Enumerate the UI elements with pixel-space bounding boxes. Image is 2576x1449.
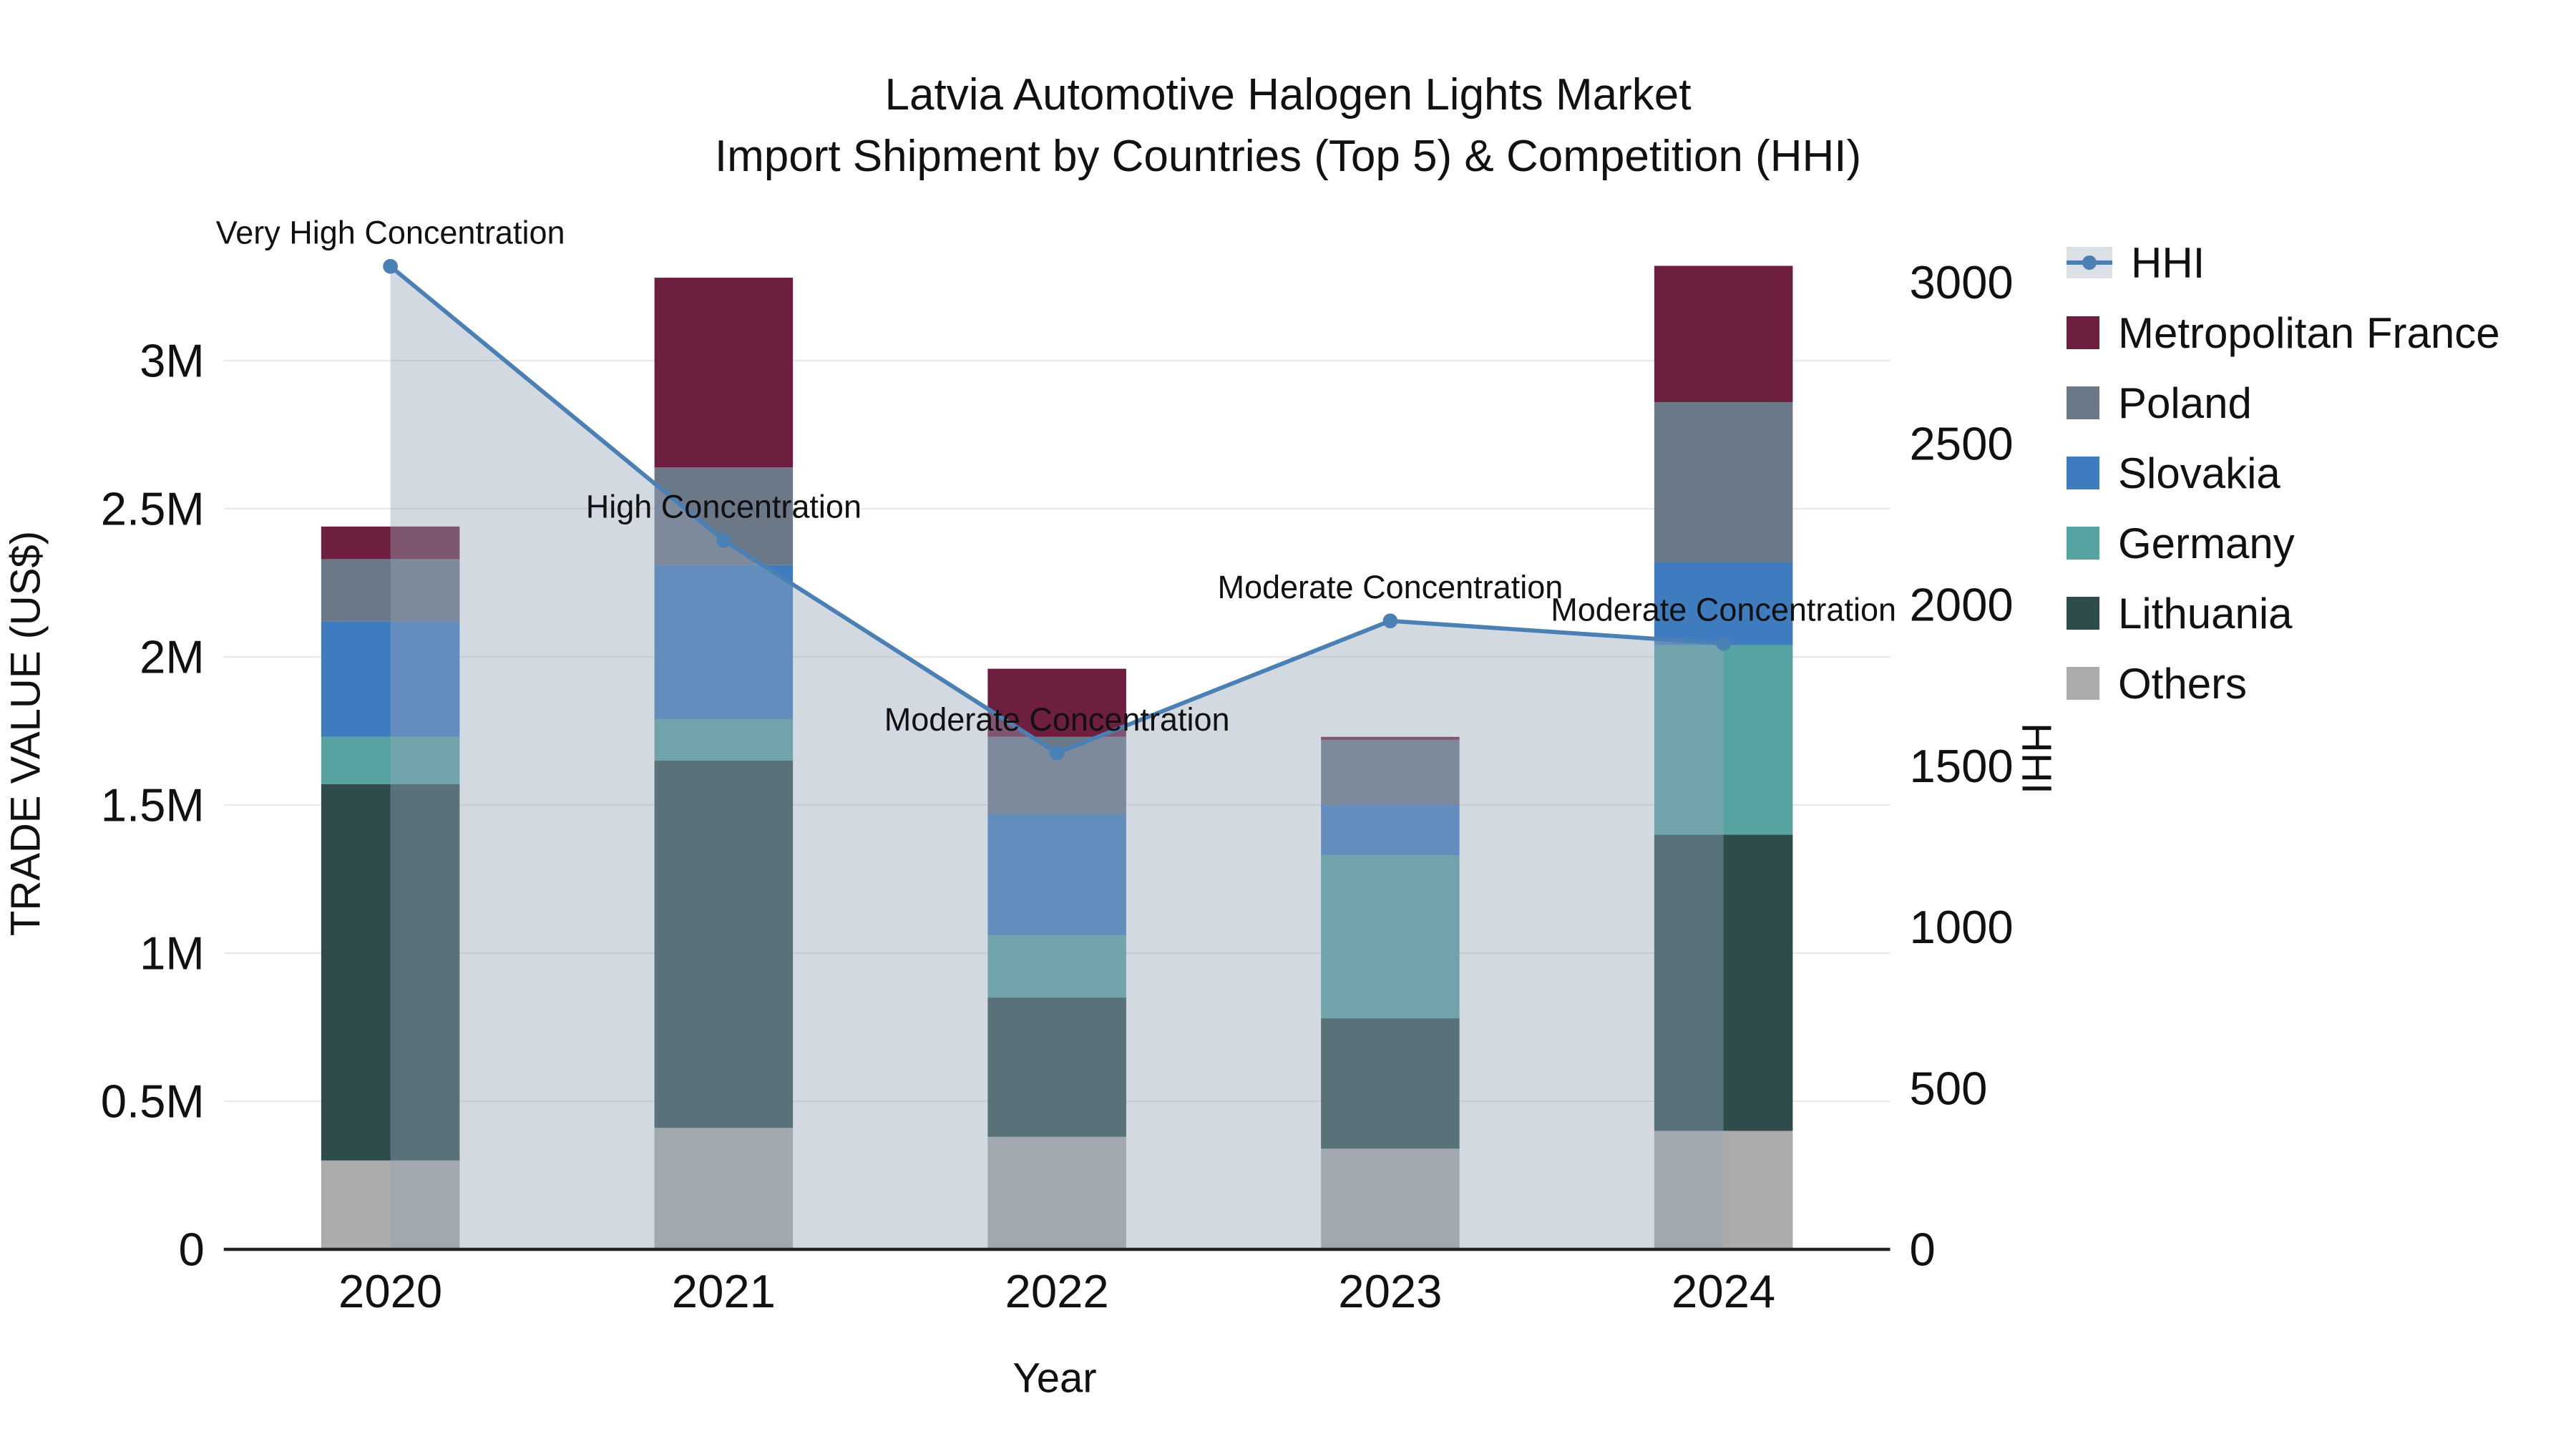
annotation: Moderate Concentration — [1217, 569, 1563, 605]
legend-item-poland[interactable]: Poland — [2067, 379, 2500, 427]
year-label: 2023 — [1338, 1265, 1442, 1317]
legend-item-germany[interactable]: Germany — [2067, 519, 2500, 567]
legend-item-lithuania[interactable]: Lithuania — [2067, 589, 2500, 638]
right-tick-label: 3000 — [1910, 256, 2014, 308]
color-swatch-icon — [2067, 386, 2099, 419]
left-tick-label: 0.5M — [101, 1075, 205, 1128]
legend-label: Germany — [2118, 519, 2295, 567]
bar-segment-slovakia — [321, 621, 460, 737]
annotation: High Concentration — [586, 489, 862, 525]
legend-label: Lithuania — [2118, 589, 2293, 638]
right-tick-label: 1000 — [1910, 901, 2014, 953]
bar-segment-germany — [987, 935, 1126, 998]
legend-label: Poland — [2118, 379, 2252, 427]
right-tick-label: 2500 — [1910, 417, 2014, 469]
chart-title-line1: Latvia Automotive Halogen Lights Market — [884, 70, 1692, 119]
hhi-marker — [1382, 613, 1398, 629]
bar-segment-others — [1654, 1131, 1793, 1249]
right-tick-label: 2000 — [1910, 579, 2014, 631]
left-tick-label: 1.5M — [101, 779, 205, 831]
bar-segment-poland — [654, 467, 794, 565]
bar-segment-others — [987, 1136, 1126, 1249]
color-swatch-icon — [2067, 316, 2099, 349]
bar-segment-germany — [1321, 855, 1460, 1019]
bar-segment-metropolitan-france — [321, 526, 460, 560]
year-label: 2021 — [672, 1265, 776, 1317]
legend-item-hhi[interactable]: HHI — [2067, 238, 2500, 287]
hhi-marker — [1049, 746, 1065, 761]
bar-segment-metropolitan-france — [654, 278, 794, 468]
left-tick-label: 1M — [140, 927, 205, 980]
bar-segment-others — [321, 1160, 460, 1249]
left-tick-label: 2M — [140, 631, 205, 683]
bar-segment-lithuania — [1321, 1018, 1460, 1149]
x-axis-title: Year — [1013, 1355, 1097, 1402]
bar-segment-metropolitan-france — [1654, 265, 1793, 402]
bar-segment-metropolitan-france — [1321, 736, 1460, 740]
bar-segment-lithuania — [321, 784, 460, 1161]
hhi-marker — [716, 532, 731, 548]
chart-title: Latvia Automotive Halogen Lights Market … — [0, 64, 2576, 187]
left-tick-label: 0 — [178, 1224, 204, 1276]
legend-label: Slovakia — [2118, 449, 2280, 497]
bar-segment-lithuania — [654, 760, 794, 1128]
legend: HHI Metropolitan France Poland Slovakia Germ… — [2067, 238, 2500, 708]
bar-segment-slovakia — [1654, 562, 1793, 645]
hhi-marker — [383, 258, 398, 274]
legend-item-others[interactable]: Others — [2067, 659, 2500, 708]
color-swatch-icon — [2067, 667, 2099, 700]
year-label: 2024 — [1672, 1265, 1775, 1317]
bar-segment-germany — [321, 736, 460, 785]
hhi-line-swatch-icon — [2067, 247, 2112, 278]
bar-segment-lithuania — [987, 997, 1126, 1137]
annotation: Moderate Concentration — [884, 701, 1230, 738]
left-tick-label: 3M — [140, 335, 205, 387]
left-tick-label: 2.5M — [101, 483, 205, 535]
chart-title-line2: Import Shipment by Countries (Top 5) & C… — [714, 131, 1862, 181]
bar-segment-lithuania — [1654, 834, 1793, 1131]
legend-label: HHI — [2131, 238, 2205, 287]
legend-item-slovakia[interactable]: Slovakia — [2067, 449, 2500, 497]
bar-segment-slovakia — [987, 814, 1126, 936]
color-swatch-icon — [2067, 597, 2099, 630]
left-axis-title: TRADE VALUE (US$) — [2, 530, 49, 937]
annotation: Moderate Concentration — [1551, 592, 1896, 628]
right-tick-label: 1500 — [1910, 740, 2014, 792]
right-tick-label: 500 — [1910, 1062, 1988, 1114]
color-swatch-icon — [2067, 527, 2099, 560]
bar-segment-germany — [1654, 645, 1793, 835]
legend-label: Others — [2118, 659, 2248, 708]
bar-segment-poland — [1654, 401, 1793, 562]
right-axis-title: HHI — [2013, 723, 2060, 794]
bar-segment-slovakia — [654, 565, 794, 719]
year-label: 2020 — [338, 1265, 442, 1317]
color-swatch-icon — [2067, 457, 2099, 489]
bar-segment-poland — [1321, 739, 1460, 805]
legend-item-metropolitan-france[interactable]: Metropolitan France — [2067, 308, 2500, 357]
right-tick-label: 0 — [1910, 1224, 1936, 1276]
year-label: 2022 — [1005, 1265, 1109, 1317]
bar-segment-others — [1321, 1148, 1460, 1249]
bar-segment-others — [654, 1128, 794, 1249]
bar-segment-poland — [321, 559, 460, 622]
hhi-marker — [1716, 635, 1731, 651]
bar-segment-slovakia — [1321, 805, 1460, 856]
bar-segment-germany — [654, 718, 794, 761]
legend-label: Metropolitan France — [2118, 308, 2500, 357]
annotation: Very High Concentration — [216, 215, 565, 251]
